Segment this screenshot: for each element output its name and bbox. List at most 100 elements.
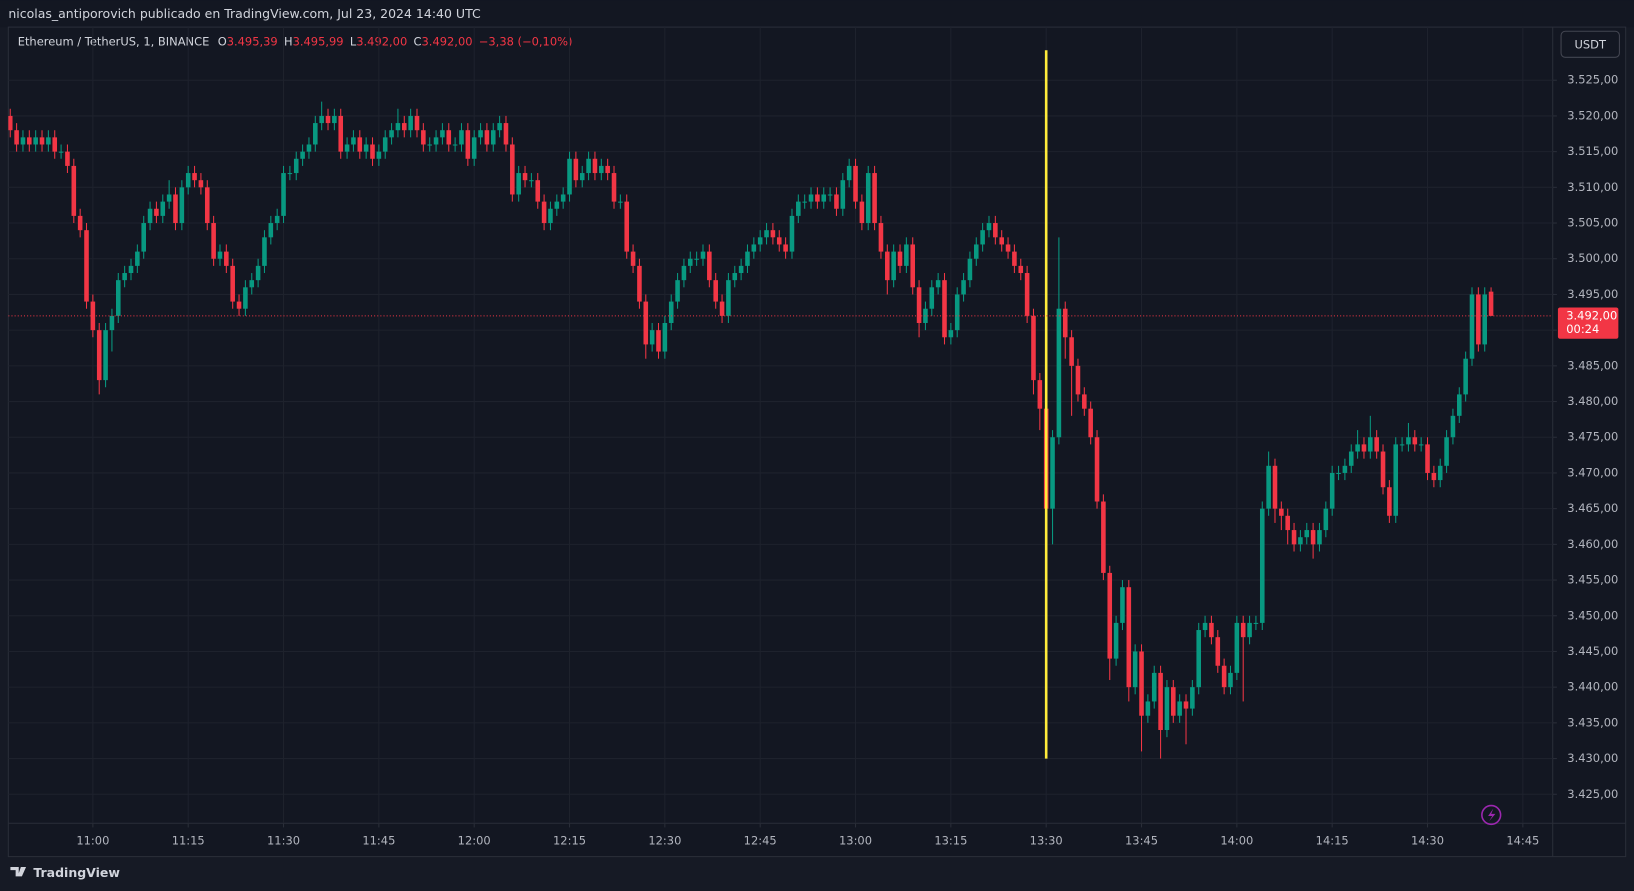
x-tick-label: 11:15	[172, 833, 205, 847]
candle-body	[776, 237, 782, 245]
candle-body	[1304, 530, 1310, 538]
candle-body	[52, 137, 58, 152]
candle-body	[567, 158, 572, 195]
candle-body	[401, 123, 407, 131]
candle-body	[408, 115, 413, 131]
candle-body	[1342, 465, 1348, 473]
currency[interactable]: USDT	[1574, 37, 1606, 51]
candle-body	[351, 137, 356, 145]
candle-body	[1171, 687, 1176, 716]
candle-body	[687, 258, 693, 266]
x-tick-label: 11:45	[362, 833, 395, 847]
candle-body	[440, 130, 445, 138]
y-tick-label: 3.475,00	[1567, 430, 1618, 444]
candle-body	[1228, 672, 1233, 688]
candle-body	[490, 130, 496, 145]
y-tick-label: 3.470,00	[1567, 465, 1618, 479]
candle-body	[1056, 308, 1062, 438]
candle-body	[1457, 394, 1462, 416]
legend-label: O	[218, 34, 227, 48]
candle-body	[1126, 587, 1132, 688]
candle-body	[1183, 701, 1189, 709]
candle-body	[1221, 665, 1227, 688]
candle-body	[1234, 622, 1240, 673]
candle-body	[332, 115, 337, 124]
candle-body	[14, 130, 19, 145]
candle-body	[916, 287, 922, 323]
candle-body	[1310, 530, 1316, 545]
candle-body	[274, 215, 280, 224]
candle-body	[179, 187, 185, 224]
candle-body	[554, 201, 560, 209]
y-tick-label: 3.445,00	[1567, 644, 1618, 658]
x-tick-label: 12:45	[744, 833, 777, 847]
candle-body	[77, 215, 83, 231]
candle-body	[897, 251, 903, 266]
candle-body	[293, 158, 299, 174]
candle-body	[357, 137, 363, 152]
candle-body	[929, 287, 935, 309]
candle-body	[185, 173, 191, 188]
candle-body	[103, 330, 108, 381]
candle-body	[1164, 687, 1170, 731]
currency-button[interactable]	[1560, 30, 1620, 58]
candle-body	[421, 130, 426, 145]
candle-body	[789, 215, 795, 252]
y-tick-label: 3.435,00	[1567, 715, 1618, 729]
x-tick-label: 13:45	[1125, 833, 1158, 847]
candle-body	[954, 294, 960, 331]
candle-body	[27, 137, 32, 145]
legend-value: 3.492,00	[422, 34, 473, 48]
candle-body	[529, 180, 534, 182]
candle-body	[1279, 508, 1284, 516]
alert-bolt	[1488, 808, 1496, 822]
candle-body	[1018, 265, 1024, 274]
y-tick-label: 3.495,00	[1567, 287, 1618, 301]
candle-body	[1387, 487, 1392, 516]
candle-body	[516, 173, 521, 195]
candle-body	[1431, 472, 1437, 481]
candle-body	[243, 287, 248, 309]
candle-body	[1418, 444, 1424, 446]
candle-body	[135, 251, 140, 266]
candle-body	[1177, 701, 1182, 716]
candle-body	[986, 223, 992, 231]
y-tick-label: 3.510,00	[1567, 180, 1618, 194]
candle-body	[891, 251, 896, 281]
candle-body	[452, 144, 458, 146]
candle-body	[637, 265, 642, 302]
candle-body	[478, 130, 483, 138]
candle-body	[859, 201, 865, 224]
candle-body	[821, 194, 827, 202]
top-bar	[0, 0, 1634, 28]
candle-body	[319, 115, 324, 124]
candle-body	[796, 201, 801, 216]
x-tick-label: 13:15	[934, 833, 967, 847]
candle-body	[1069, 337, 1074, 366]
candle-body	[910, 244, 916, 288]
candle-body	[827, 194, 833, 196]
candle-body	[541, 201, 547, 224]
brand: TradingView	[33, 865, 120, 880]
candle-body	[624, 201, 630, 252]
candle-body	[1482, 294, 1488, 345]
candle-body	[427, 144, 432, 146]
candle-body	[1101, 501, 1106, 573]
candle-body	[1151, 672, 1157, 702]
candle-body	[46, 137, 51, 145]
candle-body	[338, 115, 344, 152]
candle-body	[1094, 437, 1100, 502]
byline: nicolas_antiporovich publicado en Tradin…	[8, 6, 481, 21]
candle-body	[885, 251, 890, 281]
candle-body	[109, 315, 115, 331]
alert-icon[interactable]	[1481, 804, 1502, 826]
brand-logo	[10, 867, 27, 877]
y-tick-label: 3.485,00	[1567, 358, 1618, 372]
candle-body	[846, 165, 852, 181]
candle-body	[96, 330, 102, 381]
candle-body	[414, 115, 420, 131]
candle-body	[967, 258, 973, 281]
candle-body	[262, 237, 267, 266]
candle-body	[599, 165, 604, 174]
candle-body	[236, 301, 242, 309]
